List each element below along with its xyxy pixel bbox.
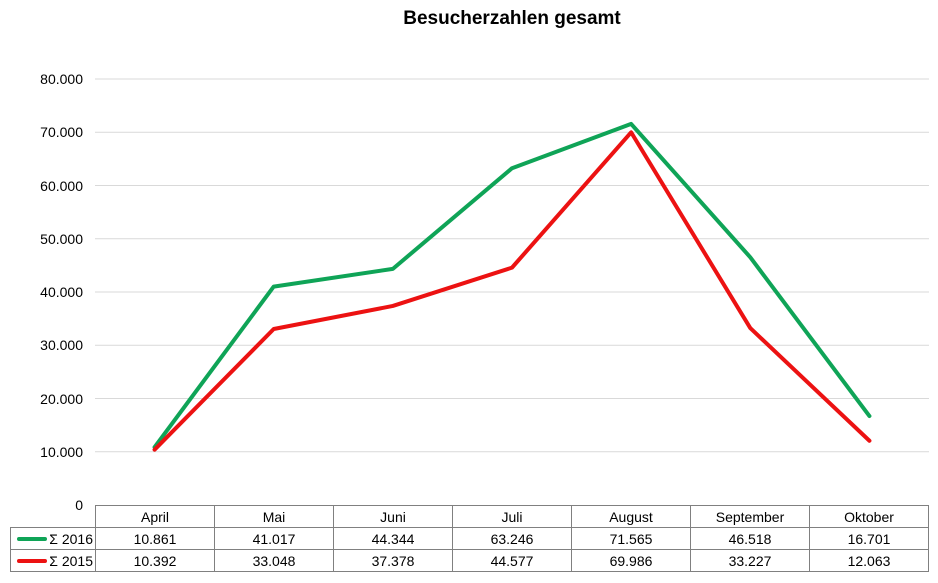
- month-header-cell: Juni: [333, 505, 453, 528]
- series-line-0: [152, 121, 872, 450]
- y-axis-tick-label: 0: [75, 497, 83, 513]
- month-header-cell: September: [690, 505, 810, 528]
- table-corner-spacer: [11, 506, 96, 528]
- value-cell: 41.017: [214, 527, 334, 550]
- legend-cell: Σ 2015: [10, 549, 96, 572]
- value-cell: 44.344: [333, 527, 453, 550]
- value-cell: 71.565: [571, 527, 691, 550]
- value-cell: 12.063: [809, 549, 929, 572]
- y-axis-tick-label: 60.000: [40, 177, 83, 194]
- value-cell: 44.577: [452, 549, 572, 572]
- value-cell: 16.701: [809, 527, 929, 550]
- chart-title: Besucherzahlen gesamt: [403, 8, 621, 29]
- month-header-cell: April: [95, 505, 215, 528]
- legend-cell: Σ 2016: [10, 527, 96, 550]
- value-cell: 63.246: [452, 527, 572, 550]
- y-axis-tick-label: 30.000: [40, 337, 83, 354]
- value-cell: 10.861: [95, 527, 215, 550]
- value-cell: 10.392: [95, 549, 215, 572]
- value-cell: 37.378: [333, 549, 453, 572]
- y-axis-tick-label: 20.000: [40, 390, 83, 407]
- value-cell: 33.048: [214, 549, 334, 572]
- data-table: April Mai Juni Juli August September Oktober Σ …: [10, 505, 929, 572]
- legend-line-marker: [17, 536, 48, 541]
- table-row: Σ 2015 10.392 33.048 37.378 44.577 69.986 33.2…: [10, 549, 929, 572]
- legend-series-label: Σ 2016: [49, 530, 93, 547]
- month-header-cell: Mai: [214, 505, 334, 528]
- table-row: Σ 2016 10.861 41.017 44.344 63.246 71.565 46.5…: [10, 527, 929, 550]
- y-axis-tick-label: 50.000: [40, 230, 83, 247]
- y-axis-tick-label: 40.000: [40, 284, 83, 300]
- month-header-cell: Oktober: [809, 505, 929, 528]
- value-cell: 69.986: [571, 549, 691, 572]
- month-header-cell: August: [571, 505, 691, 528]
- month-header-cell: Juli: [452, 505, 572, 528]
- y-axis-tick-label: 10.000: [40, 443, 83, 460]
- y-axis-tick-label: 80.000: [40, 71, 83, 87]
- y-axis-tick-label: 70.000: [40, 124, 83, 141]
- value-cell: 33.227: [690, 549, 810, 572]
- legend-line-marker: [17, 558, 48, 563]
- legend-series-label: Σ 2015: [49, 552, 93, 569]
- series-line-1: [152, 130, 872, 452]
- value-cell: 46.518: [690, 527, 810, 550]
- y-axis: 80.000 70.000 60.000 50.000 40.000 30.000 20.0…: [0, 0, 83, 583]
